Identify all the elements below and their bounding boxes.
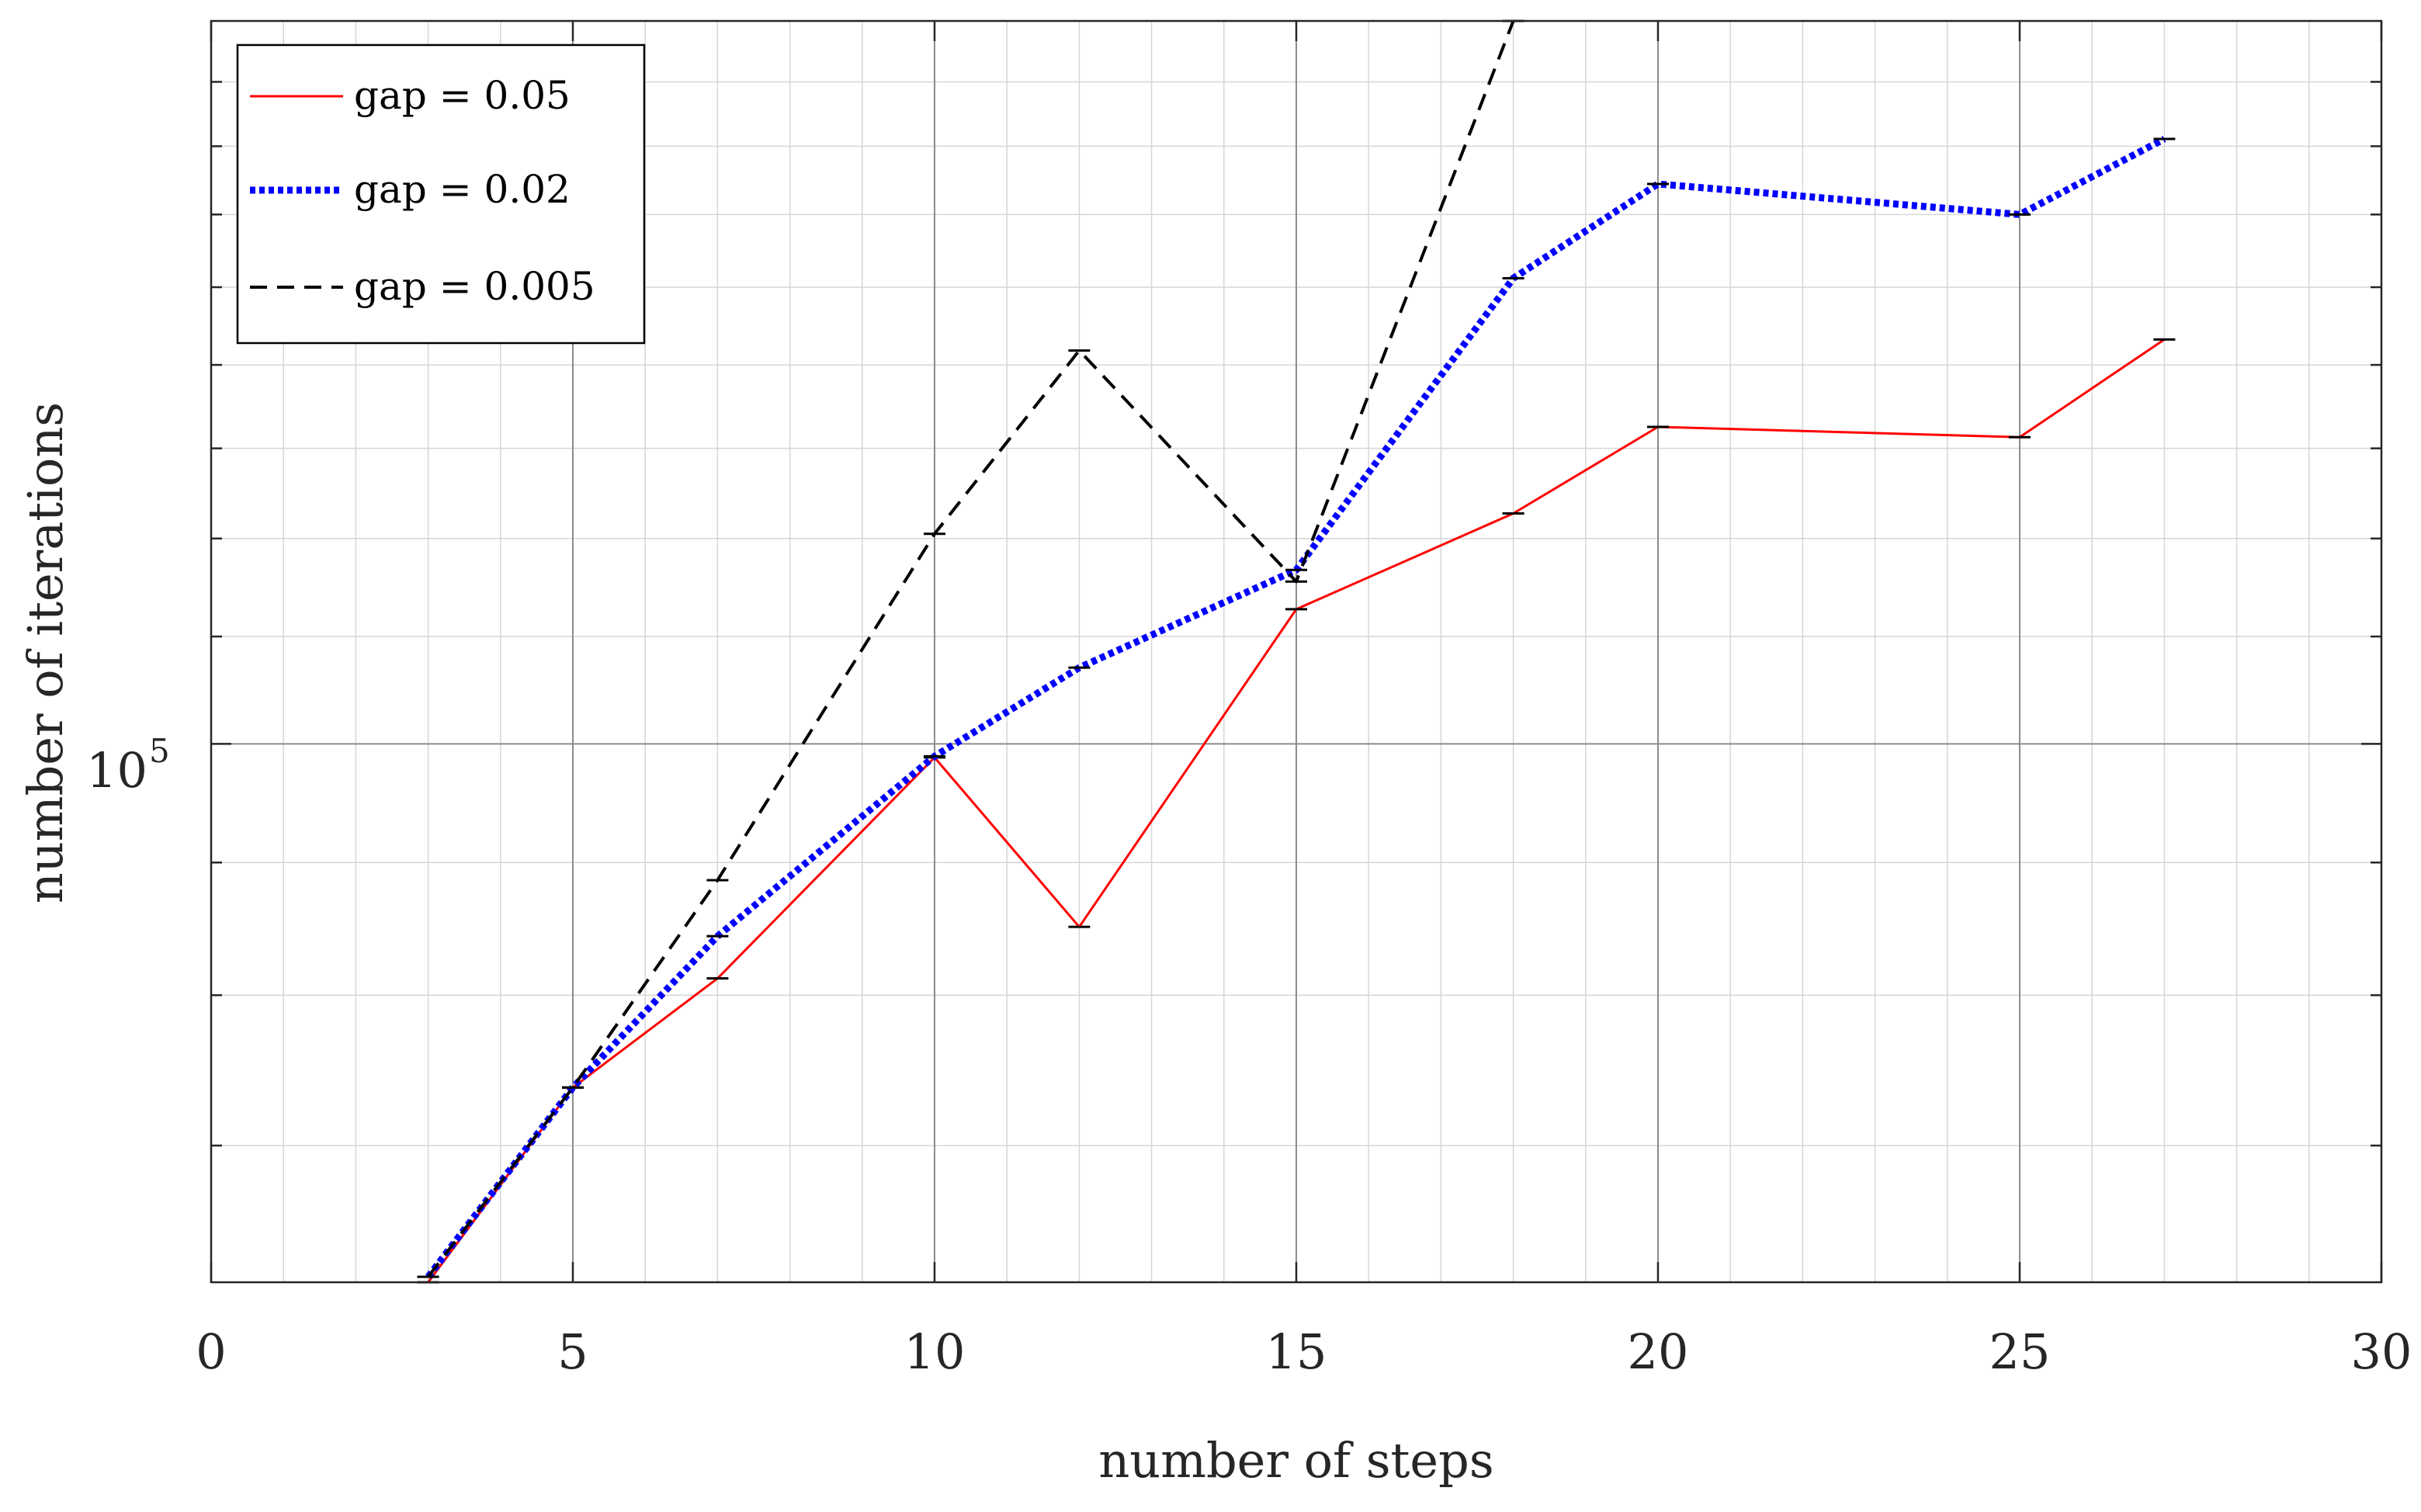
series-line <box>425 136 2166 1279</box>
series-line <box>427 338 2166 1283</box>
x-tick-label: 15 <box>1266 1323 1327 1380</box>
legend-entry-label: gap = 0.005 <box>354 264 595 309</box>
x-axis-label: number of steps <box>1098 1432 1493 1489</box>
axis-ticks: 0 5 10 15 20 25 30 <box>196 21 2412 1380</box>
y-axis-label: number of iterations <box>17 402 74 903</box>
ytick-exponent: 5 <box>149 732 170 770</box>
ytick-base: 10 <box>86 742 147 799</box>
legend-entry-label: gap = 0.02 <box>354 167 571 212</box>
x-tick-label: 10 <box>904 1323 966 1380</box>
x-tick-label: 25 <box>1989 1323 2051 1380</box>
x-tick-label: 20 <box>1628 1323 1689 1380</box>
ytick-major-label: 10 5 <box>86 732 170 799</box>
legend: gap = 0.05 gap = 0.02 gap = 0.005 <box>236 43 646 345</box>
x-tick-label: 30 <box>2351 1323 2412 1380</box>
legend-entry-label: gap = 0.05 <box>354 73 571 118</box>
legend-box <box>236 43 646 345</box>
series-3 <box>417 19 1524 1278</box>
x-tick-label: 0 <box>196 1323 226 1380</box>
x-tick-label: 5 <box>557 1323 588 1380</box>
series-layer <box>417 19 2176 1284</box>
